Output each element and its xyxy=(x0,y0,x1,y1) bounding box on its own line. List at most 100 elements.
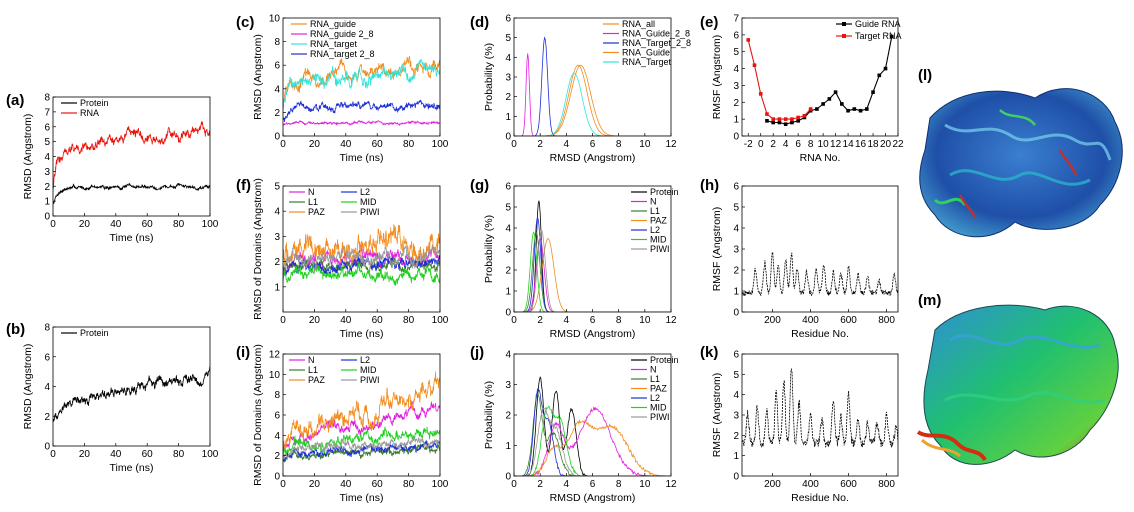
series-line-mid xyxy=(514,231,671,312)
x-axis-label: RNA No. xyxy=(800,152,841,164)
x-tick-label: 100 xyxy=(202,219,219,230)
x-tick-label: 100 xyxy=(432,139,449,150)
series-group xyxy=(53,121,210,205)
legend-label: L1 xyxy=(308,197,318,207)
y-tick-label: 3 xyxy=(733,245,739,256)
y-tick-label: 5 xyxy=(733,370,739,381)
legend-label: RNA_guide xyxy=(310,19,356,29)
y-axis-label: RMSF (Angstrom) xyxy=(711,35,723,120)
x-tick-label: 400 xyxy=(802,315,819,326)
y-tick-label: 2 xyxy=(44,182,50,193)
y-tick-label: 0 xyxy=(505,472,511,483)
legend-label: L2 xyxy=(360,355,370,365)
y-tick-label: 2 xyxy=(274,108,280,119)
legend-label: RNA_Target xyxy=(622,57,672,67)
y-tick-label: 3 xyxy=(505,73,511,84)
x-tick-label: 4 xyxy=(564,139,570,150)
data-point xyxy=(871,90,875,94)
series-line-rna xyxy=(53,121,210,190)
chart-panel-k: (k) 200 400 600 800 0 1 2 3 4 5 6 Residue No. RMSF (A… xyxy=(700,344,899,504)
legend-label: RNA_Guide xyxy=(622,48,670,58)
legend-label: RNA xyxy=(80,108,99,118)
y-tick-label: 0 xyxy=(733,132,739,143)
x-tick-label: 400 xyxy=(802,479,819,490)
y-tick-label: 4 xyxy=(505,350,511,361)
x-tick-label: 8 xyxy=(616,315,622,326)
x-tick-label: 6 xyxy=(590,315,596,326)
x-tick-label: 6 xyxy=(590,139,596,150)
y-tick-label: 2 xyxy=(274,451,280,462)
data-point xyxy=(765,119,769,123)
y-tick-label: 8 xyxy=(44,323,50,334)
series-line-protein xyxy=(53,182,210,205)
x-tick-label: 4 xyxy=(783,139,789,150)
series-line-rmsf xyxy=(742,250,898,297)
panel-label: (d) xyxy=(470,14,489,31)
data-point xyxy=(796,115,800,120)
x-tick-label: 12 xyxy=(665,479,677,490)
y-axis-label: RMSD (Angstrom) xyxy=(22,344,34,430)
legend-label: N xyxy=(308,355,315,365)
y-tick-label: 8 xyxy=(274,390,280,401)
data-point xyxy=(765,112,769,116)
series-line-l2 xyxy=(514,387,671,476)
series-group xyxy=(53,366,210,422)
plot-frame xyxy=(513,353,672,477)
plot-frame xyxy=(741,185,899,313)
series-line-rna-target xyxy=(283,58,440,110)
chart-panel-b: (b) 0 20 40 60 80 100 0 2 4 6 8 Time (ns) RMSD (Angst… xyxy=(6,321,219,474)
data-point xyxy=(865,107,869,111)
legend-label: MID xyxy=(650,235,667,245)
y-tick-label: 4 xyxy=(274,431,280,442)
legend-label: L2 xyxy=(360,187,370,197)
data-point xyxy=(852,107,857,111)
panel-label: (f) xyxy=(236,177,251,194)
x-tick-label: 0 xyxy=(50,219,56,230)
y-tick-label: 5 xyxy=(505,33,511,44)
x-tick-label: 80 xyxy=(173,219,185,230)
x-tick-label: 80 xyxy=(403,315,415,326)
y-tick-label: 1 xyxy=(44,197,50,208)
series-line-mid xyxy=(283,264,440,286)
series-group xyxy=(283,224,440,286)
legend: Guide RNA Target RNA xyxy=(836,19,902,41)
y-tick-label: 2 xyxy=(733,266,739,277)
series-line-rna-target xyxy=(514,72,671,136)
data-point xyxy=(777,120,782,125)
legend-label: RNA_Target_2_8 xyxy=(622,38,691,48)
y-axis-label: RMSD (Angstrom) xyxy=(252,34,264,120)
y-tick-label: 4 xyxy=(733,64,739,75)
x-tick-label: 22 xyxy=(892,139,904,150)
y-tick-label: 4 xyxy=(274,207,280,218)
data-point xyxy=(858,108,863,113)
legend-label: PAZ xyxy=(650,216,667,226)
series-line-rna-target-2-8 xyxy=(283,99,440,122)
x-tick-label: 8 xyxy=(616,479,622,490)
series-line-target-rna xyxy=(747,39,812,120)
legend-label: MID xyxy=(650,403,667,413)
y-tick-label: 0 xyxy=(733,472,739,483)
y-axis-label: RMSD of Domains (Angstrom) xyxy=(252,344,264,486)
y-tick-label: 2 xyxy=(505,411,511,422)
series-line-protein xyxy=(514,376,671,476)
legend-label: PIWI xyxy=(360,375,380,385)
data-point xyxy=(796,119,800,123)
y-tick-label: 4 xyxy=(44,382,50,393)
x-tick-label: 8 xyxy=(808,139,814,150)
y-tick-label: 6 xyxy=(733,350,739,361)
data-point xyxy=(746,38,751,42)
x-axis-label: Residue No. xyxy=(791,492,849,504)
legend-label: L1 xyxy=(650,206,660,216)
y-tick-label: 1 xyxy=(733,451,739,462)
x-axis-label: Time (ns) xyxy=(340,328,384,340)
y-tick-label: 4 xyxy=(274,84,280,95)
data-point xyxy=(846,108,850,113)
series-line-l1 xyxy=(283,443,440,463)
x-tick-label: 20 xyxy=(309,315,321,326)
panel-label: (a) xyxy=(6,92,24,109)
y-tick-label: 3 xyxy=(505,380,511,391)
